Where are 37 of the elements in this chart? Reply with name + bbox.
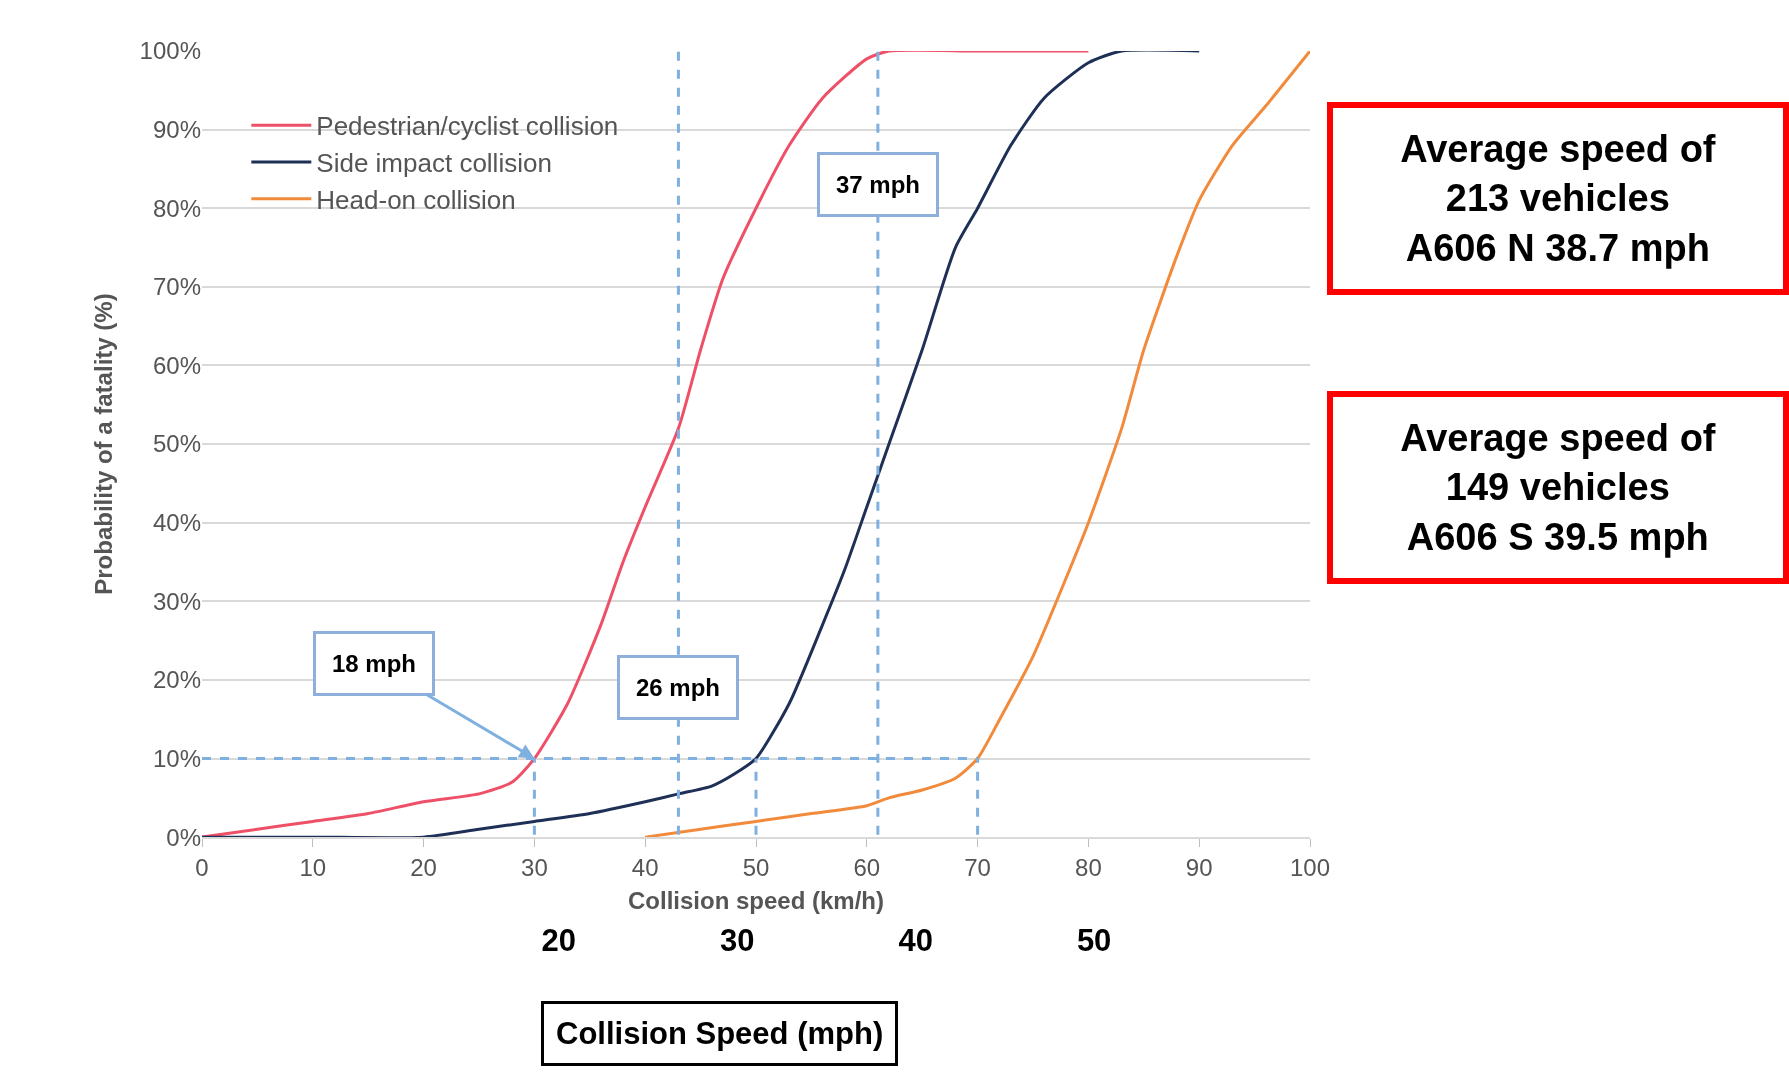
y-tick-label: 60% (152, 351, 201, 379)
ref-line-label: 37 mph (836, 171, 921, 198)
x-tick-label: 90 (1185, 853, 1213, 881)
legend-label: Head-on collision (316, 184, 516, 215)
x-tick-label: 30 (521, 853, 548, 881)
x-tick-label: 60 (853, 853, 881, 881)
x2-tick-label: 40 (898, 922, 933, 958)
x-tick-label: 0 (195, 853, 209, 881)
y-tick-label: 30% (152, 587, 201, 615)
y-tick-label: 80% (152, 194, 201, 222)
y-tick-label: 20% (152, 666, 201, 694)
y-tick-label: 40% (152, 509, 201, 537)
x-tick-label: 50 (742, 853, 770, 881)
y-tick-label: 70% (152, 273, 201, 301)
x-tick-label: 80 (1075, 853, 1102, 881)
legend-label: Side impact collision (316, 148, 552, 179)
x2-tick-label: 50 (1076, 922, 1112, 958)
y-tick-label: 0% (166, 823, 201, 851)
y-tick-label: 50% (152, 430, 201, 458)
x-axis-title: Collision speed (km/h) (627, 886, 885, 914)
y-tick-label: 10% (152, 744, 201, 772)
ref-line-label: 26 mph (636, 674, 721, 701)
x-tick-label: 70 (964, 853, 991, 881)
x-tick-label: 20 (410, 853, 437, 881)
y-axis-title: Probability of a fatality (%) (89, 293, 117, 595)
text: Average speed of 149 vehicles A606 S 39.5 mph (1400, 417, 1716, 558)
y-tick-label: 90% (152, 116, 201, 144)
y-tick-label: 100% (139, 37, 201, 65)
annotation: 18 mph (332, 650, 417, 677)
x2-axis-title: Collision Speed (mph) (556, 1016, 884, 1051)
x-tick-label: 100 (1289, 853, 1331, 881)
legend-label: Pedestrian/cyclist collision (316, 111, 619, 142)
x2-tick-label: 20 (541, 922, 577, 958)
x-tick-label: 10 (299, 853, 327, 881)
x2-tick-label: 30 (720, 922, 755, 958)
text: Average speed of 213 vehicles A606 N 38.7 mph (1400, 128, 1716, 269)
x-tick-label: 40 (631, 853, 659, 881)
